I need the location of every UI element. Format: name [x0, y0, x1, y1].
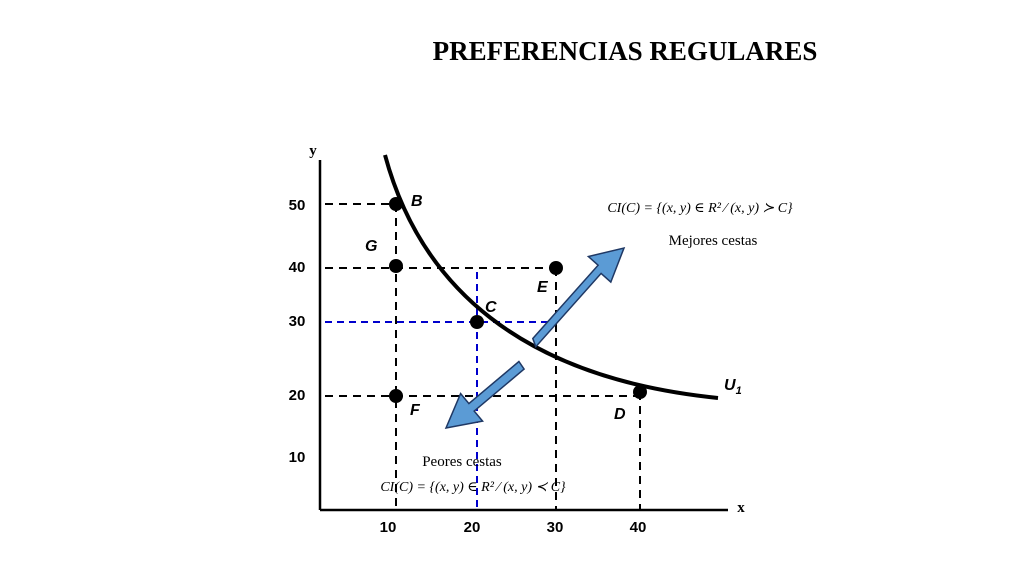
- y-tick-10: 10: [289, 449, 306, 466]
- point-label-e: E: [537, 279, 549, 296]
- curve-label-u1: U1: [724, 377, 742, 397]
- point-b: [389, 197, 403, 211]
- point-g: [389, 259, 403, 273]
- x-tick-40: 40: [630, 519, 647, 536]
- point-label-c: C: [485, 299, 497, 316]
- point-e: [549, 261, 563, 275]
- point-c: [470, 315, 484, 329]
- y-tick-40: 40: [289, 259, 306, 276]
- point-f: [389, 389, 403, 403]
- page-title: PREFERENCIAS REGULARES: [433, 36, 818, 66]
- better-set-formula: CI(C) = {(x, y) ∈ R² ⁄ (x, y) ≻ C}: [607, 201, 793, 216]
- indifference-curve-u1: [383, 154, 719, 400]
- y-axis-name: y: [309, 143, 317, 159]
- point-d: [633, 385, 647, 399]
- y-tick-20: 20: [289, 387, 306, 404]
- x-axis-name: x: [737, 500, 745, 516]
- y-tick-50: 50: [289, 197, 306, 214]
- x-tick-20: 20: [464, 519, 481, 536]
- x-tick-labels: 10 20 30 40: [380, 519, 647, 536]
- better-set-label: Mejores cestas: [669, 233, 758, 249]
- worse-set-label: Peores cestas: [422, 454, 502, 470]
- worse-arrow: [444, 360, 526, 429]
- point-label-d: D: [614, 406, 626, 423]
- x-tick-10: 10: [380, 519, 397, 536]
- x-tick-30: 30: [547, 519, 564, 536]
- guide-lines-c: [325, 272, 556, 510]
- point-labels: B G E C F D: [365, 193, 626, 423]
- axes: [318, 160, 728, 512]
- better-arrow: [531, 246, 626, 349]
- y-tick-30: 30: [289, 313, 306, 330]
- point-label-b: B: [411, 193, 423, 210]
- point-label-g: G: [365, 238, 377, 255]
- bundle-points: [389, 197, 647, 403]
- y-tick-labels: 50 40 30 20 10: [289, 197, 306, 466]
- point-label-f: F: [410, 402, 421, 419]
- worse-set-formula: CI(C) = {(x, y) ∈ R² ⁄ (x, y) ≺ C}: [380, 480, 566, 495]
